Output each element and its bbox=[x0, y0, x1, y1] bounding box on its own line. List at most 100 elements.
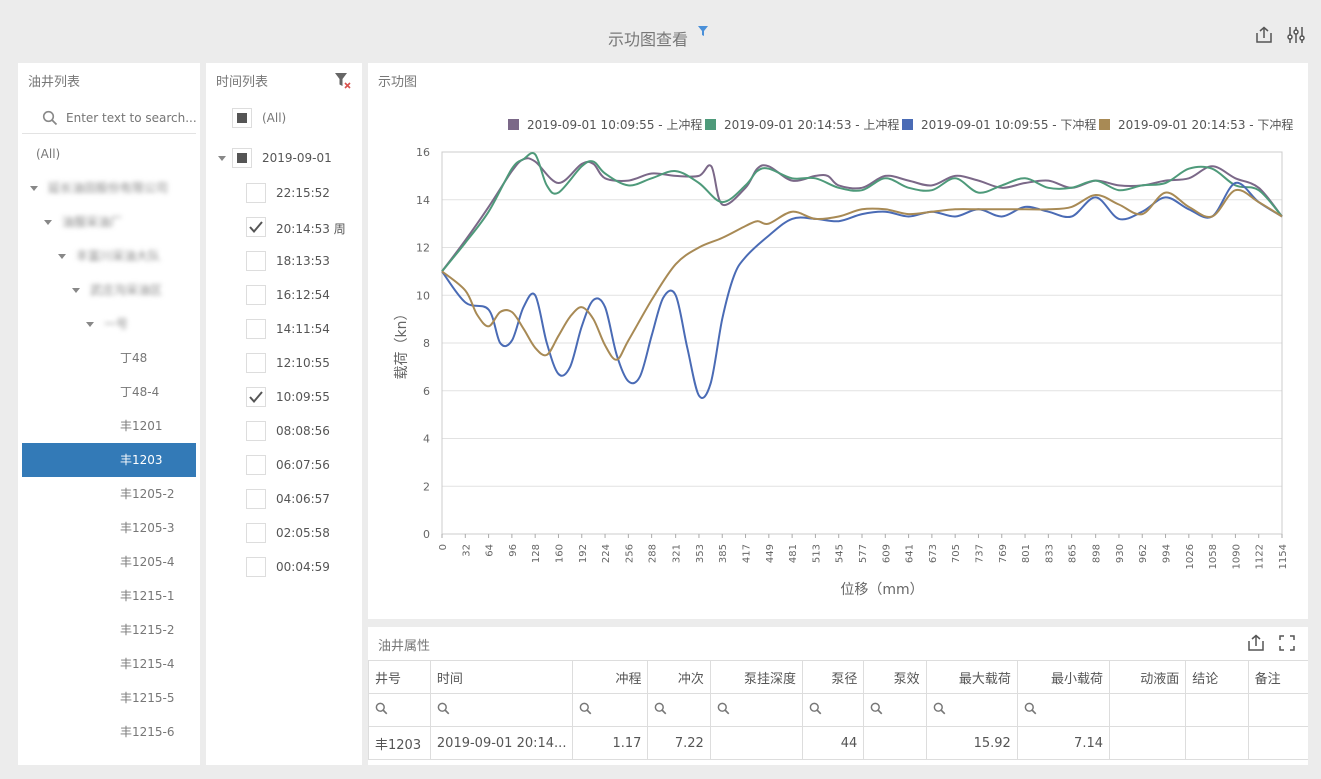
y-tick-label: 6 bbox=[423, 385, 430, 398]
filter-cell[interactable] bbox=[368, 693, 431, 727]
date-caret-icon[interactable] bbox=[218, 156, 226, 161]
well-tree-item[interactable]: 丰1215-4 bbox=[22, 647, 196, 681]
y-tick-label: 14 bbox=[416, 194, 430, 207]
well-tree-item[interactable]: 武庄沟采油区 bbox=[22, 273, 196, 307]
well-tree-item[interactable]: 丰1215-5 bbox=[22, 681, 196, 715]
well-tree-item[interactable]: 丰富川采油大队 bbox=[22, 239, 196, 273]
time-checkbox[interactable] bbox=[246, 251, 266, 271]
caret-down-icon[interactable] bbox=[86, 322, 94, 327]
column-header[interactable]: 泵挂深度 bbox=[709, 660, 804, 694]
filter-cell[interactable] bbox=[709, 693, 804, 727]
fullscreen-icon[interactable] bbox=[1279, 635, 1295, 651]
filter-cell[interactable] bbox=[863, 693, 927, 727]
well-tree-item[interactable]: 丰1201 bbox=[22, 409, 196, 443]
search-icon bbox=[375, 702, 388, 714]
caret-down-icon[interactable] bbox=[44, 220, 52, 225]
column-header[interactable]: 结论 bbox=[1185, 660, 1249, 694]
well-tree-item[interactable]: 丰1205-2 bbox=[22, 477, 196, 511]
filter-cell[interactable] bbox=[429, 693, 574, 727]
well-tree-item[interactable]: 油服采油厂 bbox=[22, 205, 196, 239]
date-checkbox[interactable] bbox=[232, 148, 252, 168]
x-tick-label: 449 bbox=[765, 544, 776, 563]
well-tree-item[interactable]: 一号 bbox=[22, 307, 196, 341]
time-checkbox[interactable] bbox=[246, 455, 266, 475]
well-tree-item[interactable]: 丁48 bbox=[22, 341, 196, 375]
caret-down-icon[interactable] bbox=[58, 254, 66, 259]
check-icon bbox=[249, 391, 263, 404]
table-row[interactable]: 丰1203 2019-09-01 20:14... 1.17 7.22 44 15.92 7… bbox=[368, 726, 1308, 760]
filter-cell[interactable] bbox=[1185, 693, 1249, 727]
y-tick-label: 16 bbox=[416, 146, 430, 159]
well-tree-label: 丁48-4 bbox=[120, 385, 160, 399]
time-checkbox[interactable] bbox=[246, 523, 266, 543]
sliders-icon[interactable] bbox=[1287, 26, 1305, 44]
time-checkbox[interactable] bbox=[246, 319, 266, 339]
well-tree-item[interactable]: 丰1215-6 bbox=[22, 715, 196, 749]
x-tick-label: 545 bbox=[835, 544, 846, 563]
x-tick-label: 994 bbox=[1162, 544, 1173, 563]
export-icon[interactable] bbox=[1255, 26, 1273, 44]
column-header[interactable]: 泵效 bbox=[863, 660, 927, 694]
time-label: 16:12:54 bbox=[276, 288, 330, 302]
well-tree-item[interactable]: 丰1215-2 bbox=[22, 613, 196, 647]
filter-cell[interactable] bbox=[925, 693, 1018, 727]
column-header[interactable]: 冲程 bbox=[572, 660, 649, 694]
funnel-icon[interactable] bbox=[697, 25, 709, 37]
time-label: 10:09:55 bbox=[276, 390, 330, 404]
export-icon[interactable] bbox=[1247, 634, 1265, 652]
filter-cell[interactable] bbox=[1016, 693, 1111, 727]
props-panel-title: 油井属性 bbox=[378, 639, 431, 654]
y-tick-label: 4 bbox=[423, 433, 430, 446]
column-header[interactable]: 泵径 bbox=[801, 660, 865, 694]
table-cell: 7.14 bbox=[1016, 726, 1111, 760]
x-tick-label: 513 bbox=[811, 544, 822, 563]
clear-filter-icon[interactable] bbox=[334, 72, 352, 90]
well-tree-item[interactable]: 延长油田股份有限公司 bbox=[22, 171, 196, 205]
time-list-panel: 时间列表 (All) 2019-09-01 22:15:52 20:14:53 周… bbox=[206, 63, 362, 765]
table-cell bbox=[1185, 726, 1249, 760]
filter-cell[interactable] bbox=[1108, 693, 1187, 727]
time-checkbox[interactable] bbox=[246, 183, 266, 203]
table-cell bbox=[709, 726, 804, 760]
table-cell bbox=[1247, 726, 1308, 760]
well-tree-item[interactable]: 丰1205-4 bbox=[22, 545, 196, 579]
time-checkbox[interactable] bbox=[246, 557, 266, 577]
column-header[interactable]: 动液面 bbox=[1108, 660, 1187, 694]
time-checkbox[interactable] bbox=[246, 387, 266, 407]
well-tree-item[interactable]: 丁48-4 bbox=[22, 375, 196, 409]
column-header[interactable]: 井号 bbox=[368, 660, 431, 694]
well-tree-label: (All) bbox=[36, 147, 61, 161]
well-tree-item[interactable]: 丰1205-3 bbox=[22, 511, 196, 545]
column-header[interactable]: 最小载荷 bbox=[1016, 660, 1111, 694]
time-checkbox[interactable] bbox=[246, 217, 266, 237]
column-header[interactable]: 时间 bbox=[429, 660, 574, 694]
well-tree-item[interactable]: (All) bbox=[22, 137, 196, 171]
filter-cell[interactable] bbox=[572, 693, 649, 727]
well-tree-item[interactable]: 丰1203 bbox=[22, 443, 196, 477]
x-tick-label: 833 bbox=[1044, 544, 1055, 563]
time-checkbox[interactable] bbox=[246, 421, 266, 441]
well-search-box[interactable] bbox=[22, 103, 198, 134]
caret-down-icon[interactable] bbox=[72, 288, 80, 293]
legend-label: 2019-09-01 20:14:53 - 上冲程 bbox=[724, 117, 899, 132]
time-checkbox[interactable] bbox=[246, 285, 266, 305]
well-search-input[interactable] bbox=[64, 107, 198, 129]
well-tree-item[interactable]: 丰1215-1 bbox=[22, 579, 196, 613]
x-tick-label: 865 bbox=[1068, 544, 1079, 563]
time-checkbox[interactable] bbox=[246, 353, 266, 373]
time-checkbox[interactable] bbox=[246, 489, 266, 509]
well-tree-label: 丰1215-5 bbox=[120, 691, 175, 705]
caret-down-icon[interactable] bbox=[30, 186, 38, 191]
filter-cell[interactable] bbox=[647, 693, 711, 727]
column-header[interactable]: 最大载荷 bbox=[925, 660, 1018, 694]
all-checkbox[interactable] bbox=[232, 108, 252, 128]
column-header[interactable]: 备注 bbox=[1247, 660, 1308, 694]
x-tick-label: 673 bbox=[928, 544, 939, 563]
filter-cell[interactable] bbox=[1247, 693, 1308, 727]
series-line bbox=[441, 181, 1283, 399]
column-header[interactable]: 冲次 bbox=[647, 660, 711, 694]
filter-cell[interactable] bbox=[801, 693, 865, 727]
legend-swatch bbox=[1099, 119, 1110, 130]
table-cell: 15.92 bbox=[925, 726, 1018, 760]
